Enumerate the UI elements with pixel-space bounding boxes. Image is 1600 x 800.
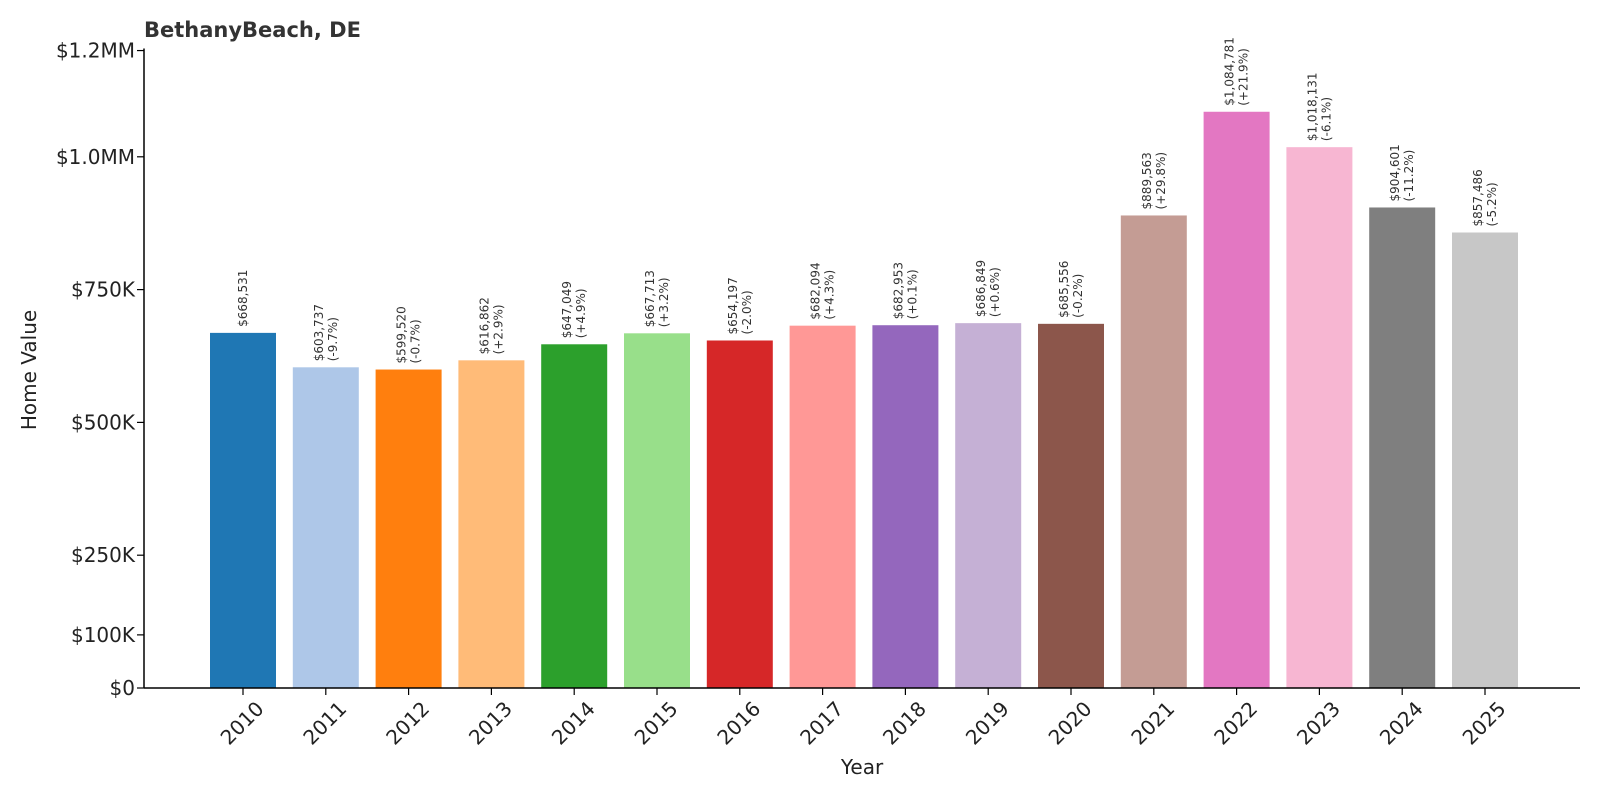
bar-value-label: $682,094	[809, 262, 823, 319]
bar-change-label: (+29.8%)	[1154, 152, 1168, 210]
x-tick-label: 2015	[630, 697, 683, 750]
bar-value-label: $616,862	[477, 297, 491, 354]
bar-value-label-group: $668,531	[236, 270, 250, 327]
bar-value-label: $668,531	[236, 270, 250, 327]
bar-2025	[1452, 232, 1518, 689]
bar-change-label: (-0.2%)	[1071, 274, 1085, 318]
bar-value-label-group: $1,084,781 (+21.9%)	[1223, 37, 1251, 106]
bar-value-label-group: $654,197 (-2.0%)	[726, 277, 754, 334]
x-tick-label: 2011	[298, 697, 351, 750]
y-tick-label: $0	[110, 676, 135, 700]
bar-change-label: (+0.1%)	[905, 269, 919, 319]
y-axis-label: Home Value	[17, 310, 41, 430]
bar-value-label: $889,563	[1140, 152, 1154, 209]
bar-value-label: $857,486	[1471, 169, 1485, 226]
x-axis-label: Year	[840, 755, 884, 779]
bar-value-label-group: $603,737 (-9.7%)	[312, 304, 340, 361]
bar-value-label: $682,953	[891, 262, 905, 319]
bar-change-label: (-11.2%)	[1402, 150, 1416, 202]
y-tick-label: $100K	[71, 623, 136, 647]
bar-2010	[210, 332, 276, 688]
bar-value-label-group: $599,520 (-0.7%)	[395, 306, 423, 363]
bar-value-label-group: $682,953 (+0.1%)	[891, 262, 919, 319]
bar-change-label: (+0.6%)	[988, 267, 1002, 317]
bar-2023	[1286, 147, 1353, 688]
bar-value-label-group: $889,563 (+29.8%)	[1140, 152, 1168, 210]
x-tick-label: 2012	[381, 697, 434, 750]
bar-change-label: (-2.0%)	[740, 290, 754, 334]
bar-2019	[955, 323, 1022, 688]
bar-change-label: (+4.3%)	[823, 270, 837, 320]
bar-2022	[1203, 111, 1270, 688]
y-tick-label: $1.0MM	[56, 145, 135, 169]
bar-change-label: (+2.9%)	[491, 304, 505, 354]
bar-value-label-group: $647,049 (+4.9%)	[560, 281, 588, 338]
bar-change-label: (-0.7%)	[409, 319, 423, 363]
x-tick-label: 2024	[1375, 697, 1428, 750]
bar-value-label-group: $616,862 (+2.9%)	[477, 297, 505, 354]
bar-2014	[541, 344, 608, 688]
bar-2017	[789, 325, 856, 688]
bar-value-label: $685,556	[1057, 261, 1071, 318]
bar-change-label: (-9.7%)	[326, 317, 340, 361]
x-tick-label: 2013	[464, 697, 517, 750]
x-tick-label: 2022	[1209, 697, 1262, 750]
bars: $668,531 $603,737 (-9.7%) $599,520 (-0.7%) $6…	[210, 37, 1518, 689]
bar-2015	[624, 333, 690, 688]
x-tick-label: 2016	[712, 697, 765, 750]
bar-2018	[872, 325, 939, 688]
bar-value-label: $647,049	[560, 281, 574, 338]
bar-2016	[706, 340, 773, 688]
bar-2011	[292, 367, 359, 688]
bar-value-label: $904,601	[1388, 144, 1402, 201]
bar-value-label: $603,737	[312, 304, 326, 361]
bar-value-label-group: $857,486 (-5.2%)	[1471, 169, 1499, 226]
x-tick-label: 2020	[1044, 697, 1097, 750]
x-tick-label: 2025	[1458, 697, 1511, 750]
bar-2020	[1038, 323, 1104, 688]
x-tick-label: 2014	[547, 697, 600, 750]
bar-change-label: (+3.2%)	[657, 277, 671, 327]
bar-value-label: $599,520	[395, 306, 409, 363]
bar-change-label: (+4.9%)	[574, 288, 588, 338]
x-tick-label: 2023	[1292, 697, 1345, 750]
x-tick-label: 2017	[795, 697, 848, 750]
y-tick-label: $1.2MM	[56, 39, 135, 63]
bar-change-label: (-6.1%)	[1319, 97, 1333, 141]
x-tick-label: 2010	[216, 697, 269, 750]
bar-change-label: (-5.2%)	[1485, 182, 1499, 226]
bar-2013	[458, 360, 525, 688]
bar-value-label-group: $682,094 (+4.3%)	[809, 262, 837, 319]
y-tick-label: $500K	[71, 410, 136, 434]
y-tick-label: $750K	[71, 278, 136, 302]
bar-value-label-group: $1,018,131 (-6.1%)	[1305, 72, 1333, 141]
bar-value-label: $1,084,781	[1223, 37, 1237, 106]
x-tick-label: 2019	[961, 697, 1014, 750]
bar-value-label: $686,849	[974, 260, 988, 317]
x-axis: 2010 2011 2012 2013 2014 2015 2016 2017 2018 2019…	[144, 687, 1580, 750]
bar-value-label: $1,018,131	[1305, 72, 1319, 141]
bar-value-label-group: $685,556 (-0.2%)	[1057, 261, 1085, 318]
x-tick-label: 2021	[1126, 697, 1179, 750]
bar-value-label-group: $686,849 (+0.6%)	[974, 260, 1002, 317]
bar-change-label: (+21.9%)	[1237, 48, 1251, 106]
y-tick-label: $250K	[71, 543, 136, 567]
bar-2021	[1120, 215, 1187, 688]
bar-value-label: $654,197	[726, 277, 740, 334]
bar-value-label: $667,713	[643, 270, 657, 327]
x-tick-label: 2018	[878, 697, 931, 750]
bar-2012	[375, 369, 442, 688]
bar-2024	[1369, 207, 1436, 688]
chart-title: BethanyBeach, DE	[144, 18, 361, 42]
y-axis: $0 $100K $250K $500K $750K $1.0MM $1.2MM	[56, 39, 145, 700]
bar-value-label-group: $667,713 (+3.2%)	[643, 270, 671, 327]
bar-value-label-group: $904,601 (-11.2%)	[1388, 144, 1416, 201]
